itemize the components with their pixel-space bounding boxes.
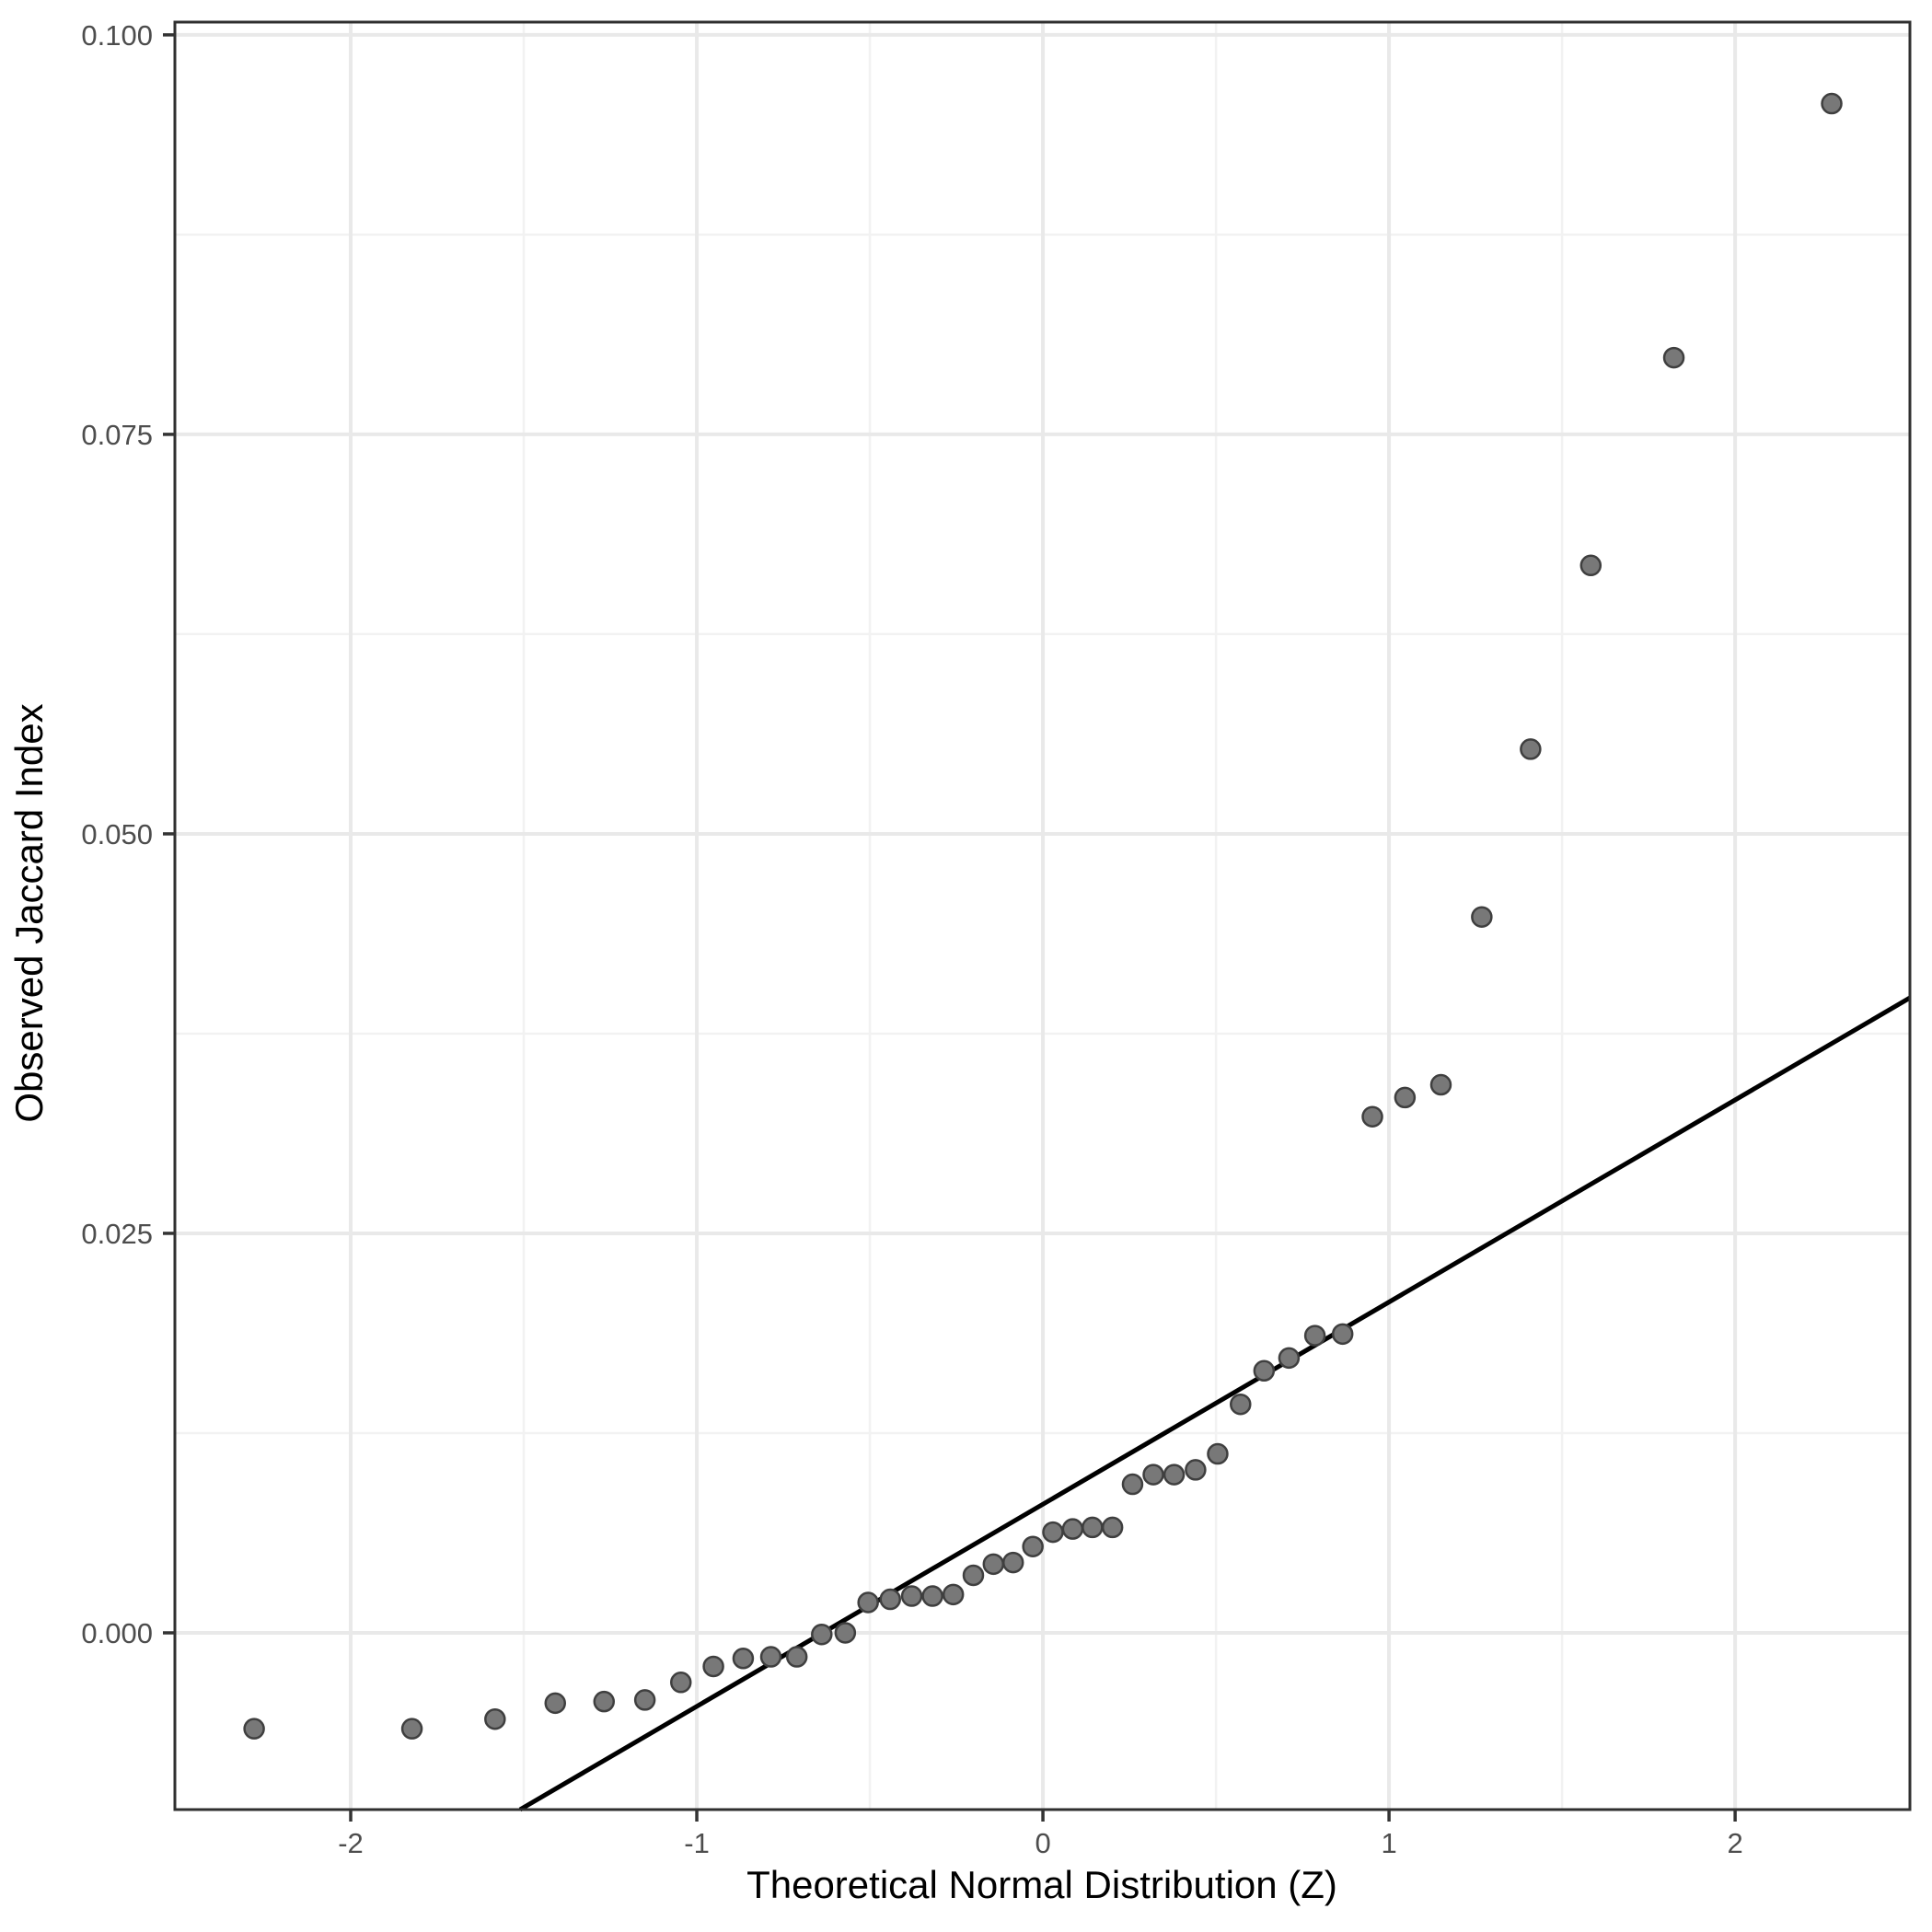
y-tick-label: 0.100: [81, 19, 153, 52]
data-point: [982, 1553, 1005, 1576]
data-point: [1142, 1463, 1164, 1486]
y-tick-label: 0.075: [81, 419, 153, 451]
x-tick-label: -1: [684, 1827, 710, 1859]
reference-line: [518, 995, 1912, 1812]
data-point: [1121, 1473, 1144, 1496]
data-point: [1821, 92, 1843, 115]
y-tick-label: 0.025: [81, 1218, 153, 1250]
data-point: [1394, 1086, 1417, 1109]
data-point: [1253, 1359, 1276, 1382]
x-tick-label: 0: [1035, 1827, 1050, 1859]
data-point: [834, 1622, 857, 1644]
data-point: [921, 1585, 943, 1607]
data-point: [1185, 1459, 1207, 1481]
data-point: [669, 1672, 692, 1694]
data-point: [243, 1718, 265, 1740]
data-point: [1579, 554, 1602, 577]
data-point: [759, 1646, 782, 1668]
data-point: [857, 1591, 879, 1614]
axis-ticks: [163, 33, 1737, 1822]
data-point: [900, 1585, 923, 1607]
data-point: [1230, 1393, 1252, 1416]
data-point: [1303, 1325, 1326, 1347]
x-tick-label: 1: [1381, 1827, 1396, 1859]
data-point: [544, 1692, 566, 1715]
data-point: [702, 1655, 724, 1678]
axis-tick-labels: -2 -1 0 1 2 0.000 0.025 0.050 0.075 0.100: [81, 19, 1742, 1859]
data-point: [1163, 1463, 1186, 1486]
data-point: [1429, 1073, 1452, 1096]
data-point: [1061, 1518, 1084, 1540]
y-tick-label: 0.050: [81, 818, 153, 850]
data-point: [785, 1646, 808, 1668]
data-point: [484, 1707, 506, 1730]
data-point: [811, 1623, 833, 1646]
data-point: [1101, 1516, 1124, 1539]
data-point: [1662, 346, 1685, 369]
reference-line-layer: [518, 995, 1912, 1812]
chart-layers: -2 -1 0 1 2 0.000 0.025 0.050 0.075 0.100: [81, 19, 1912, 1859]
data-point: [1471, 906, 1493, 928]
data-point: [1022, 1535, 1044, 1557]
data-point: [400, 1718, 423, 1740]
data-point: [1042, 1521, 1064, 1544]
data-point: [593, 1690, 616, 1713]
major-gridlines: [175, 22, 1910, 1810]
x-tick-label: -2: [338, 1827, 364, 1859]
data-point: [633, 1689, 656, 1711]
data-point: [1207, 1442, 1229, 1465]
data-point: [732, 1648, 755, 1670]
data-point: [1361, 1105, 1383, 1128]
qq-points: [243, 92, 1843, 1740]
data-point: [1001, 1551, 1024, 1574]
y-tick-label: 0.000: [81, 1617, 153, 1649]
data-point: [879, 1588, 901, 1611]
x-tick-label: 2: [1727, 1827, 1742, 1859]
data-point: [1331, 1323, 1354, 1346]
x-axis-title: Theoretical Normal Distribution (Z): [746, 1863, 1337, 1906]
data-point: [1520, 738, 1542, 760]
y-axis-title: Observed Jaccard Index: [7, 703, 51, 1122]
data-point: [1278, 1347, 1301, 1370]
data-point: [1082, 1516, 1104, 1539]
data-point: [942, 1583, 965, 1606]
data-point: [962, 1564, 985, 1587]
